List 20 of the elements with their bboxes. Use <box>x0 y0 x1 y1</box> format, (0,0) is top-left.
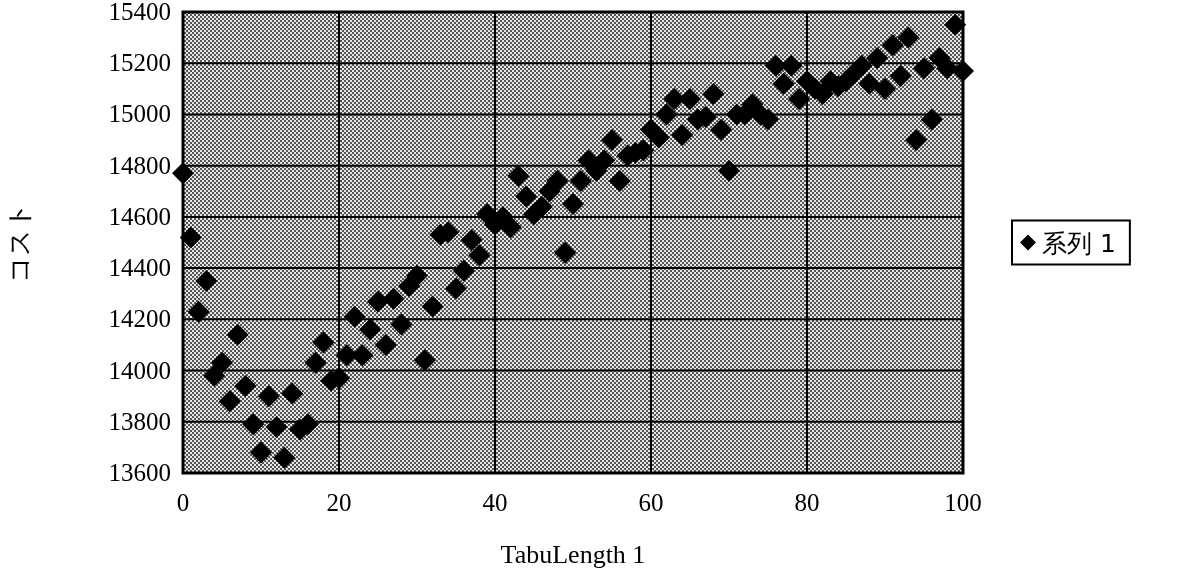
legend: 系列 1 <box>1011 219 1131 266</box>
y-tick-label: 13800 <box>108 407 171 435</box>
x-tick-label: 80 <box>794 489 820 516</box>
legend-label: 系列 1 <box>1042 228 1116 258</box>
y-tick-label: 13600 <box>108 459 171 486</box>
y-tick-label: 14800 <box>108 151 171 179</box>
x-tick-label: 20 <box>326 489 352 516</box>
y-tick-label: 15200 <box>108 49 171 77</box>
y-tick-label: 14000 <box>108 356 171 384</box>
y-tick-label: 15400 <box>108 0 171 25</box>
x-axis-title: TabuLength 1 <box>500 540 646 569</box>
y-axis-title: コスト <box>5 202 34 283</box>
y-tick-label: 15000 <box>108 100 171 128</box>
x-tick-label: 60 <box>638 489 664 516</box>
x-tick-label: 40 <box>482 489 508 516</box>
x-tick-label: 0 <box>176 489 190 516</box>
y-tick-label: 14200 <box>108 305 171 333</box>
y-tick-label: 14400 <box>108 254 171 282</box>
y-tick-label: 14600 <box>108 202 171 230</box>
x-tick-label: 100 <box>944 489 982 516</box>
